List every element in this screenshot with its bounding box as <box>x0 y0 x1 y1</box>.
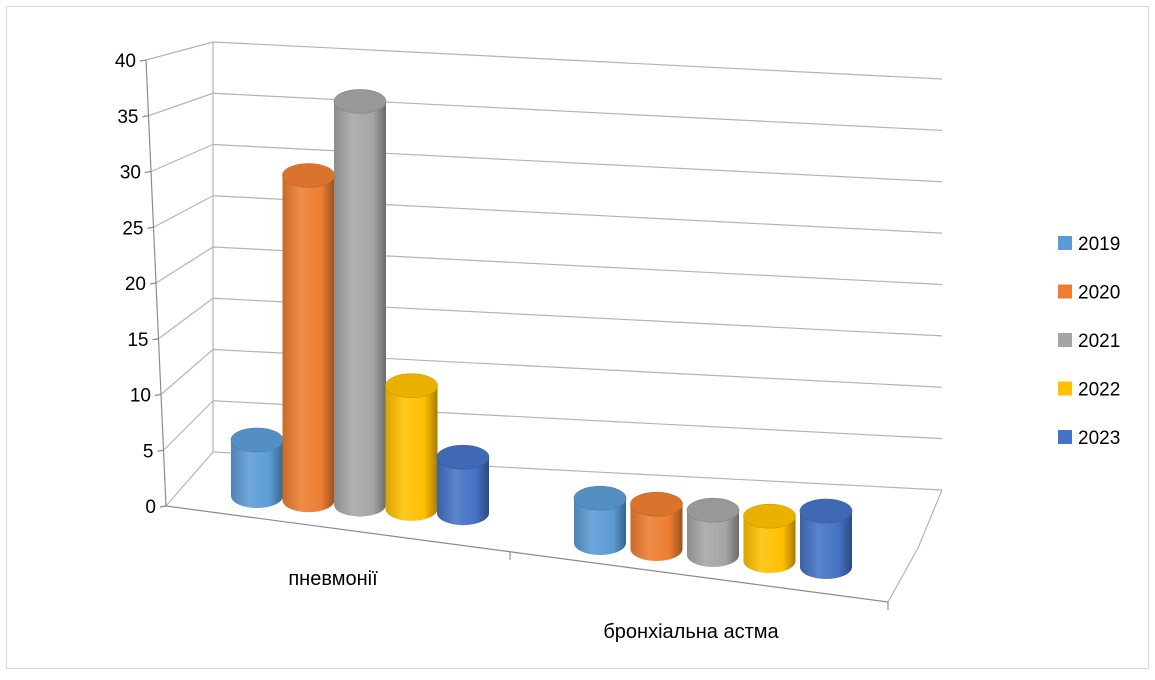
bar-1-0 <box>573 485 627 555</box>
y-tick-mark <box>142 115 149 118</box>
axis-labels: 0 5 10 15 20 25 30 35 40 пневмонії бронхіальна аст… <box>115 51 780 643</box>
gridline-side-wall <box>155 246 214 284</box>
gridline-side-wall <box>165 451 214 507</box>
y-tick-label: 35 <box>117 107 138 128</box>
legend-label: 2020 <box>1078 283 1120 304</box>
gridline-side-wall <box>145 41 214 61</box>
bar-top <box>436 444 490 470</box>
y-tick-label: 5 <box>143 441 154 462</box>
legend-label: 2022 <box>1078 380 1120 401</box>
y-tick-mark <box>149 282 157 285</box>
x-axis-line <box>165 505 889 603</box>
bar-top <box>385 373 438 399</box>
x-category-label: бронхіальна астма <box>603 621 779 643</box>
bar-top <box>333 89 387 114</box>
y-tick-label: 0 <box>145 497 156 518</box>
bar-0-4 <box>436 444 490 526</box>
x-category-label: пневмонії <box>288 568 378 590</box>
legend-label: 2019 <box>1078 234 1120 255</box>
bar-body <box>385 385 438 521</box>
bar-top <box>630 491 683 517</box>
gridline-side-wall <box>160 349 214 395</box>
bar-0-3 <box>385 373 438 521</box>
bar-body <box>574 498 626 555</box>
bar-top <box>743 503 796 529</box>
bar-body <box>743 516 796 573</box>
gridline-back-wall <box>212 92 943 131</box>
bar-body <box>800 511 852 579</box>
legend-label: 2023 <box>1078 428 1120 449</box>
axes <box>139 59 889 610</box>
legend-swatch <box>1058 430 1072 444</box>
gridline-side-wall <box>153 195 214 228</box>
bar-1-4 <box>799 498 853 579</box>
legend-swatch <box>1058 381 1072 396</box>
chart-frame <box>6 6 1149 669</box>
bars <box>230 89 853 579</box>
legend-swatch <box>1058 284 1072 299</box>
y-tick-label: 25 <box>122 218 143 239</box>
floor-back-edge <box>917 489 943 549</box>
y-tick-mark <box>152 338 159 341</box>
gridline-back-wall <box>212 41 943 80</box>
y-tick-mark <box>139 59 147 62</box>
y-tick-mark <box>144 170 152 174</box>
bar-body <box>231 440 283 508</box>
y-tick-label: 40 <box>115 51 136 72</box>
y-tick-mark <box>147 226 154 229</box>
bar-0-0 <box>230 427 284 508</box>
y-tick-label: 10 <box>130 386 151 407</box>
bar-body <box>687 510 739 567</box>
bar-1-3 <box>743 503 796 573</box>
gridline-side-wall <box>150 143 214 173</box>
y-axis-line <box>145 59 167 507</box>
y-tick-mark <box>154 393 162 397</box>
gridline-side-wall <box>158 297 214 340</box>
bar-1-1 <box>630 491 683 561</box>
bar-1-2 <box>686 497 740 567</box>
y-tick-mark <box>159 505 167 508</box>
bar-body <box>334 101 386 517</box>
bar-0-1 <box>282 163 335 513</box>
legend-swatch <box>1058 236 1072 250</box>
y-tick-label: 20 <box>125 274 146 295</box>
bar-body <box>437 457 489 526</box>
y-tick-label: 30 <box>120 163 141 184</box>
bar-top <box>799 498 853 524</box>
legend-label: 2021 <box>1078 331 1120 352</box>
y-tick-label: 15 <box>127 330 148 351</box>
gridline-side-wall <box>163 400 214 451</box>
bar-top <box>573 485 627 511</box>
bar-top <box>282 163 335 188</box>
y-tick-mark <box>157 449 164 452</box>
bar-top <box>230 427 284 453</box>
gridline-side-wall <box>148 92 214 117</box>
bar-body <box>630 504 683 561</box>
bar-0-2 <box>333 89 387 517</box>
legend: 2019 2020 2021 2022 2023 <box>1058 234 1120 449</box>
bar-top <box>686 497 740 523</box>
legend-swatch <box>1058 333 1072 347</box>
floor-right-edge <box>887 547 919 603</box>
bar-body <box>282 175 335 513</box>
